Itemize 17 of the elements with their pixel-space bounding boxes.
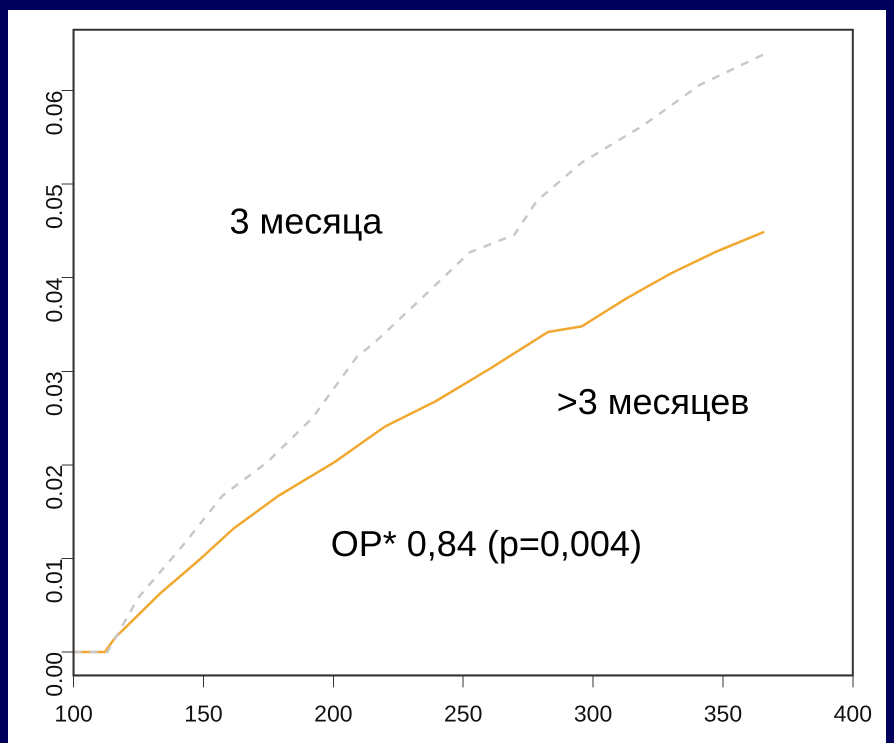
y-tick-label: 0.04: [40, 278, 67, 323]
x-tick-label: 100: [54, 700, 93, 727]
y-tick-label: 0.00: [40, 652, 67, 697]
x-tick-label: 150: [184, 700, 223, 727]
series-label: 3 месяца: [229, 200, 384, 242]
x-tick-label: 300: [574, 700, 612, 727]
x-tick-label: 350: [704, 700, 742, 727]
y-tick-label: 0.02: [40, 464, 67, 510]
y-tick-label: 0.06: [40, 90, 67, 136]
series-label: >3 месяцев: [556, 381, 750, 422]
x-tick-label: 200: [314, 700, 353, 727]
x-tick-label: 400: [834, 700, 872, 727]
y-tick-label: 0.05: [40, 184, 67, 229]
annotation: ОР* 0,84 (p=0,004): [330, 523, 642, 564]
y-tick-label: 0.03: [40, 371, 67, 416]
y-tick-label: 0.01: [40, 558, 67, 604]
x-tick-label: 250: [444, 700, 482, 727]
